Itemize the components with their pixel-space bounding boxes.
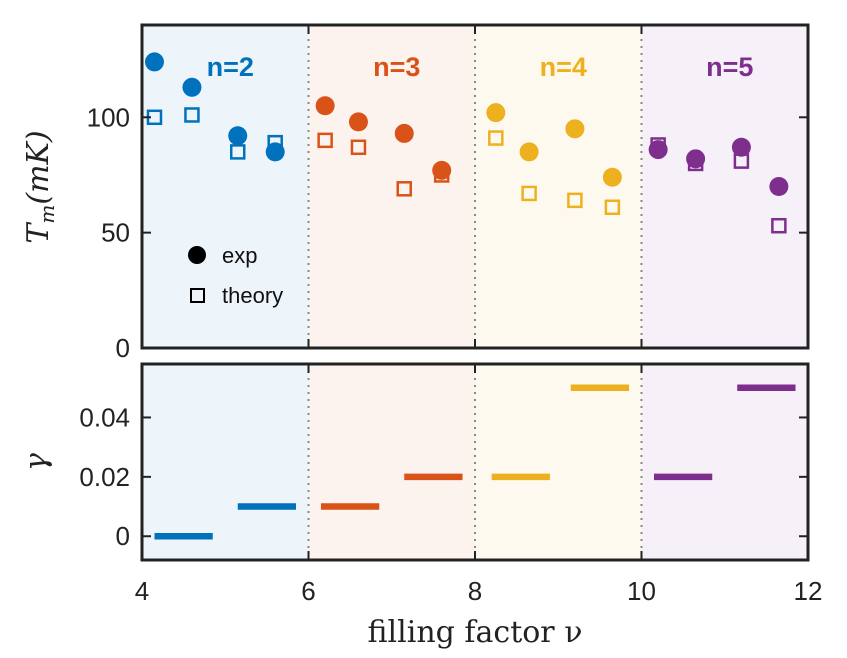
exp-point — [565, 119, 585, 139]
bottom-dividers — [307, 364, 643, 560]
group-labels: n=2 n=3 n=4 n=5 — [207, 52, 754, 82]
y-tick-label: 0 — [116, 333, 130, 363]
x-tick-label: 8 — [468, 576, 482, 606]
top-dividers — [307, 25, 643, 348]
bg-n3 — [308, 25, 475, 348]
top-panel: n=2 n=3 n=4 n=5 exp theory 0 50 100 Tm(mK) — [21, 23, 810, 363]
exp-point — [686, 149, 706, 169]
exp-point — [731, 137, 751, 157]
exp-point — [519, 142, 539, 162]
x-tick-label: 10 — [627, 576, 656, 606]
gamma-segments — [154, 384, 796, 540]
theory-point — [771, 217, 787, 234]
exp-point — [602, 167, 622, 187]
exp-point — [769, 177, 789, 196]
exp-point — [394, 123, 414, 143]
exp-point — [265, 142, 285, 162]
legend-exp-marker — [188, 246, 206, 264]
group-label-n4: n=4 — [540, 52, 587, 82]
theory-point — [184, 107, 200, 123]
ylabel-paren: (mK) — [21, 130, 56, 204]
x-tick-label: 6 — [301, 576, 315, 606]
y-tick-label: 0.02 — [79, 462, 130, 492]
legend-theory-label: theory — [222, 283, 283, 308]
ylabel-sub: m — [35, 205, 59, 224]
group-label-n2: n=2 — [207, 52, 254, 82]
bg-n5 — [641, 364, 808, 560]
x-tick-label: 4 — [135, 576, 149, 606]
x-tick-label: 12 — [794, 576, 823, 606]
theory-point — [521, 185, 537, 202]
theory-point — [604, 199, 621, 216]
exp-point — [228, 126, 248, 146]
y-tick-label: 0 — [116, 521, 130, 551]
bottom-y-axis-label: γ — [19, 453, 54, 471]
exp-point — [144, 52, 164, 72]
exp-point — [486, 103, 506, 123]
bottom-panel: 0 0.02 0.04 4 6 8 10 12 γ filling factor ν — [19, 362, 823, 650]
bg-n2 — [142, 25, 309, 348]
bg-n3 — [308, 364, 475, 560]
theory-point — [488, 130, 504, 146]
y-tick-label: 0.04 — [79, 402, 130, 432]
x-axis-label: filling factor ν — [368, 615, 583, 650]
theory-point — [350, 139, 367, 156]
legend: exp theory — [188, 243, 283, 308]
top-y-axis-label: Tm(mK) — [21, 130, 59, 243]
y-tick-label: 50 — [101, 218, 130, 248]
exp-point — [182, 77, 202, 97]
top-axes-frame — [140, 23, 810, 350]
y-tick-label: 100 — [87, 102, 130, 132]
bottom-axes-frame — [140, 362, 810, 562]
bg-n2 — [142, 364, 309, 560]
legend-theory-marker — [190, 288, 205, 303]
group-label-n5: n=5 — [706, 52, 753, 82]
exp-series — [144, 52, 789, 196]
exp-point — [348, 112, 368, 132]
ylabel-main: T — [21, 222, 56, 244]
theory-point — [229, 144, 246, 160]
group-label-n3: n=3 — [373, 52, 420, 82]
theory-point — [317, 132, 333, 149]
bg-n4 — [475, 364, 642, 560]
exp-point — [315, 96, 335, 116]
exp-point — [648, 140, 668, 160]
theory-point — [396, 181, 412, 197]
exp-point — [432, 160, 452, 180]
theory-point — [567, 192, 583, 209]
bottom-group-backgrounds — [142, 364, 808, 560]
legend-exp-label: exp — [222, 243, 257, 268]
